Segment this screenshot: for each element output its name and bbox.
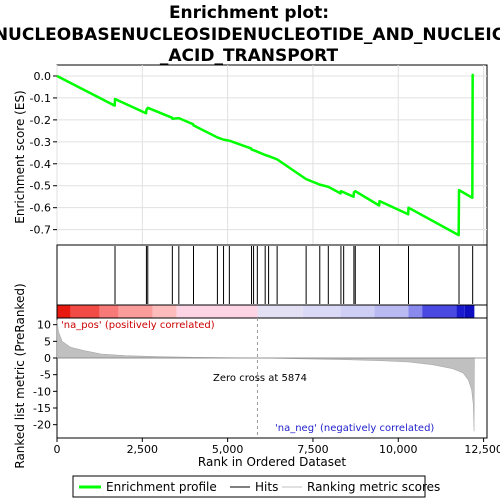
metric-fill [56, 319, 475, 432]
heatmap-band [422, 305, 457, 318]
metric-tick-label: 10 [37, 319, 51, 332]
ranking-heatmap [57, 305, 475, 318]
metric-tick-label: -15 [33, 402, 51, 415]
metric-panel [56, 317, 488, 439]
x-axis-label: Rank in Ordered Dataset [198, 455, 346, 469]
metric-area [56, 319, 487, 432]
x-tick-label: 5,000 [212, 443, 244, 456]
metric-tick-label: 0 [44, 352, 51, 365]
legend-hits-label: Hits [255, 480, 278, 494]
es-tick-label: -0.7 [30, 224, 51, 237]
heatmap-band [408, 305, 423, 318]
na-neg-label: 'na_neg' (negatively correlated) [275, 423, 434, 434]
metric-y-axis-label: Ranked list metric (PreRanked) [13, 283, 27, 468]
x-tick-label: 12,500 [464, 443, 500, 456]
na-pos-label: 'na_pos' (positively correlated) [61, 320, 215, 331]
es-line [56, 73, 475, 237]
es-tick-label: -0.3 [30, 136, 51, 149]
hits-panel [56, 244, 488, 306]
heatmap-band [70, 305, 100, 318]
heatmap-band [464, 305, 475, 318]
metric-tick-label: -10 [33, 385, 51, 398]
hits-lines [114, 246, 474, 304]
heatmap-band [152, 305, 177, 318]
es-tick-label: -0.4 [30, 158, 51, 171]
heatmap-band [340, 305, 375, 318]
metric-tick-label: -20 [33, 419, 51, 432]
chart-title-line-2: NUCLEOBASENUCLEOSIDENUCLEOTIDE_AND_NUCLE… [0, 25, 500, 45]
metric-tick-label: 5 [44, 335, 51, 348]
metric-y-ticks: 10 5 0 -5 -10 -15 -20 [33, 319, 57, 432]
es-tick-label: 0.0 [34, 70, 52, 83]
zero-cross-label: Zero cross at 5874 [213, 373, 307, 384]
metric-tick-label: -5 [40, 369, 51, 382]
es-panel [56, 64, 488, 246]
x-tick-label: 7,500 [297, 443, 329, 456]
es-tick-label: -0.1 [30, 92, 51, 105]
heatmap-band [57, 305, 71, 318]
x-tick-label: 2,500 [127, 443, 159, 456]
es-curve [56, 73, 475, 237]
heatmap-band [176, 305, 258, 318]
es-tick-label: -0.2 [30, 114, 51, 127]
x-tick-label: 0 [54, 443, 61, 456]
heatmap-band [374, 305, 409, 318]
heatmap-band [302, 305, 341, 318]
heatmap-band [118, 305, 153, 318]
heatmap-band [257, 305, 303, 318]
legend-es-label: Enrichment profile [106, 480, 217, 494]
chart-title-line-3: _ACID_TRANSPORT [160, 46, 339, 66]
es-grid [56, 65, 487, 245]
es-y-axis-label: Enrichment score (ES) [13, 90, 27, 223]
es-y-ticks: 0.0 -0.1 -0.2 -0.3 -0.4 -0.5 -0.6 -0.7 [30, 70, 57, 237]
heatmap-band [99, 305, 119, 318]
heatmap-band [456, 305, 465, 318]
chart-title-line-1: Enrichment plot: [169, 3, 329, 23]
x-tick-label: 10,000 [379, 443, 418, 456]
es-tick-label: -0.5 [30, 180, 51, 193]
x-ticks: 0 2,500 5,000 7,500 10,000 12,500 [54, 438, 500, 456]
legend-metric-label: Ranking metric scores [307, 480, 440, 494]
es-tick-label: -0.6 [30, 202, 51, 215]
